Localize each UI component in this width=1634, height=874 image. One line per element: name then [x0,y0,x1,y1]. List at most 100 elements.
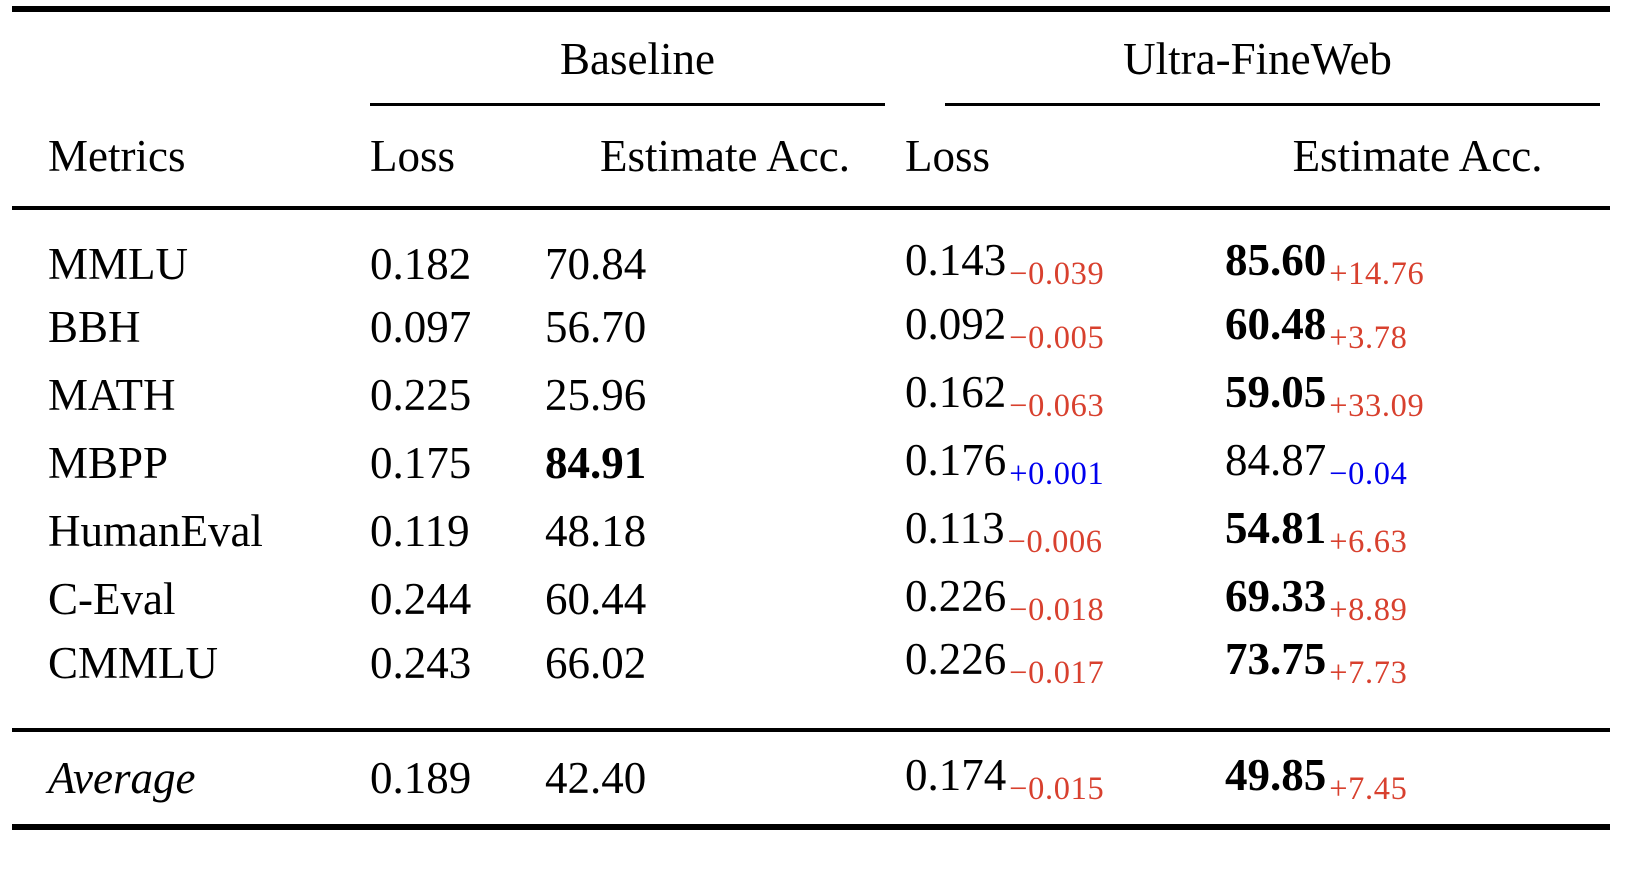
metric-name: C-Eval [48,574,176,625]
baseline-acc-value: 56.70 [545,302,647,353]
table-row-bbh: BBH 0.097 56.70 0.092−0.005 60.48+3.78 [12,293,1610,361]
baseline-acc-cell: 60.44 [545,565,905,633]
baseline-loss-header: Loss [370,106,545,210]
baseline-loss-value: 0.189 [370,753,472,804]
ultra-acc-delta: +7.45 [1329,770,1408,807]
table-body: MMLU 0.182 70.84 0.143−0.039 85.60+14.76… [12,208,1611,733]
ultra-loss-cell: 0.092−0.005 [905,293,1225,361]
ultra-acc-value: 54.81 [1225,502,1327,553]
metric-name: MATH [48,370,176,421]
table-row-mbpp: MBPP 0.175 84.91 0.176+0.001 84.87−0.04 [12,429,1610,497]
ultra-fineweb-group-label: Ultra-FineWeb [1123,34,1392,84]
baseline-loss-value: 0.175 [370,438,472,489]
baseline-acc-cell: 25.96 [545,361,905,429]
ultra-acc-value: 84.87 [1225,434,1327,485]
ultra-acc-delta: +14.76 [1329,256,1425,293]
table-header: Baseline Ultra-FineWeb Metrics Loss Esti… [12,9,1611,210]
ultra-loss-delta: −0.015 [1009,770,1105,807]
ultra-acc-cell: 60.48+3.78 [1225,293,1610,361]
table-row-mmlu: MMLU 0.182 70.84 0.143−0.039 85.60+14.76 [12,208,1610,293]
baseline-acc-value: 84.91 [545,438,647,489]
metrics-column-header: Metrics [12,106,370,210]
baseline-loss-value: 0.119 [370,506,470,557]
baseline-cmidrule [370,103,886,106]
baseline-acc-cell: 48.18 [545,497,905,565]
metric-name: BBH [48,302,141,353]
ultra-loss-delta: −0.006 [1007,523,1103,560]
baseline-loss-value: 0.225 [370,370,472,421]
ultra-loss-cell: 0.162−0.063 [905,361,1225,429]
ultra-loss-delta: −0.017 [1009,655,1105,692]
ultra-acc-cell: 54.81+6.63 [1225,497,1610,565]
ultra-acc-delta: +33.09 [1329,387,1425,424]
baseline-loss-cell: 0.097 [370,293,545,361]
ultra-acc-delta: +8.89 [1329,591,1408,628]
ultra-loss-value: 0.113 [905,502,1005,553]
baseline-group-header: Baseline [370,9,905,106]
ultra-loss-value: 0.162 [905,366,1007,417]
ultra-loss-cell: 0.226−0.017 [905,633,1226,733]
ultra-acc-cell: 73.75+7.73 [1225,633,1611,733]
ultra-loss-delta: −0.018 [1009,591,1105,628]
ultra-acc-value: 85.60 [1225,235,1327,285]
ultra-loss-cell: 0.113−0.006 [905,497,1225,565]
baseline-acc-value: 25.96 [545,370,647,421]
ultra-loss-value: 0.226 [905,570,1007,621]
table-row-humaneval: HumanEval 0.119 48.18 0.113−0.006 54.81+… [12,497,1610,565]
metric-name: MMLU [48,238,189,289]
ultra-acc-value: 60.48 [1225,298,1327,349]
ultra-loss-cell: 0.143−0.039 [905,208,1225,293]
baseline-loss-cell: 0.243 [370,633,545,733]
baseline-acc-cell: 84.91 [545,429,905,497]
table-footer: Average 0.189 42.40 0.174−0.015 49.85+7.… [12,730,1611,831]
ultra-loss-cell: 0.226−0.018 [905,565,1225,633]
baseline-loss-value: 0.097 [370,302,472,353]
ultra-fineweb-group-header: Ultra-FineWeb [905,9,1610,106]
baseline-acc-value: 70.84 [545,238,647,289]
ultra-loss-delta: −0.005 [1009,319,1105,356]
table-row-average: Average 0.189 42.40 0.174−0.015 49.85+7.… [12,730,1611,831]
baseline-loss-cell: 0.182 [370,208,545,293]
ultra-acc-cell: 59.05+33.09 [1225,361,1610,429]
ultra-loss-value: 0.226 [905,634,1007,685]
ultra-loss-cell: 0.176+0.001 [905,429,1225,497]
baseline-acc-value: 48.18 [545,506,647,557]
ultra-acc-cell: 49.85+7.45 [1225,730,1611,831]
baseline-loss-cell: 0.225 [370,361,545,429]
ultra-loss-delta: −0.039 [1009,256,1105,293]
baseline-acc-value: 42.40 [545,753,647,804]
ultra-acc-value: 73.75 [1225,634,1327,685]
ultra-loss-value: 0.143 [905,235,1007,285]
baseline-loss-cell: 0.175 [370,429,545,497]
ultra-acc-cell: 85.60+14.76 [1225,208,1610,293]
metric-name: Average [12,730,370,831]
ultra-loss-delta: −0.063 [1009,387,1105,424]
metric-name: CMMLU [12,633,370,733]
ultra-acc-delta: −0.04 [1329,455,1408,492]
metrics-table: Baseline Ultra-FineWeb Metrics Loss Esti… [12,6,1611,831]
ultra-loss-value: 0.174 [905,749,1007,800]
baseline-acc-cell: 70.84 [545,208,905,293]
ultra-loss-value: 0.176 [905,434,1007,485]
ultra-acc-cell: 69.33+8.89 [1225,565,1610,633]
ultra-loss-delta: +0.001 [1009,455,1105,492]
metric-name: MBPP [48,438,169,489]
ultra-acc-header: Estimate Acc. [1225,106,1611,210]
ultra-fineweb-cmidrule [945,103,1601,106]
table-row-math: MATH 0.225 25.96 0.162−0.063 59.05+33.09 [12,361,1610,429]
baseline-loss-value: 0.182 [370,238,472,289]
table-row-cmmlu: CMMLU 0.243 66.02 0.226−0.017 73.75+7.73 [12,633,1611,733]
baseline-acc-cell: 42.40 [545,730,906,831]
baseline-loss-value: 0.244 [370,574,472,625]
column-header-row: Metrics Loss Estimate Acc. Loss Estimate… [12,106,1611,210]
baseline-loss-cell: 0.244 [370,565,545,633]
ultra-loss-header: Loss [905,106,1226,210]
baseline-group-label: Baseline [560,34,715,84]
baseline-loss-value: 0.243 [370,637,472,688]
baseline-loss-cell: 0.189 [370,730,545,831]
corner-cell [12,9,370,106]
baseline-acc-header: Estimate Acc. [545,106,906,210]
ultra-acc-delta: +7.73 [1329,655,1408,692]
ultra-acc-cell: 84.87−0.04 [1225,429,1610,497]
